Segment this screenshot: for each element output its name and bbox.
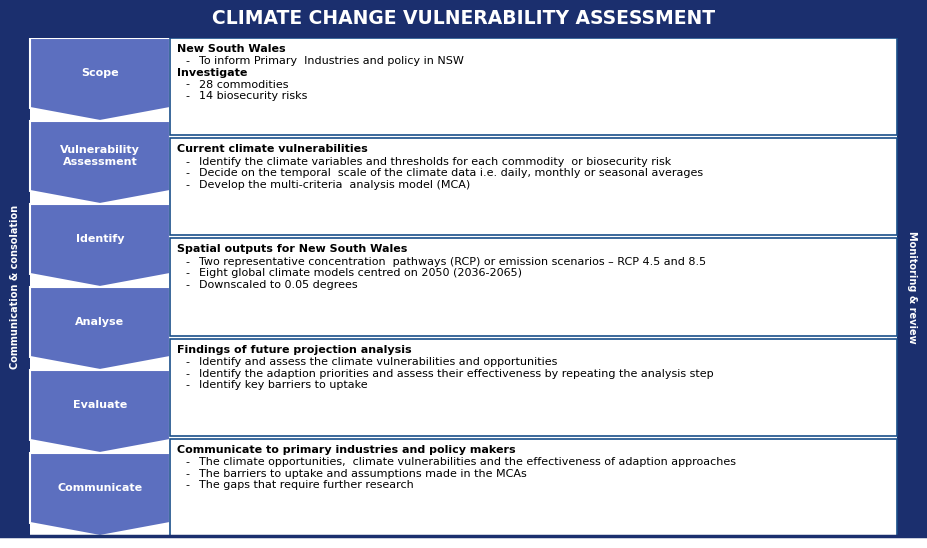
Polygon shape [30, 121, 170, 204]
Text: New South Wales: New South Wales [177, 44, 286, 54]
Text: 14 biosecurity risks: 14 biosecurity risks [199, 91, 308, 101]
Text: Monitoring & review: Monitoring & review [907, 231, 917, 343]
Text: -: - [185, 280, 189, 290]
Text: The climate opportunities,  climate vulnerabilities and the effectiveness of ada: The climate opportunities, climate vulne… [199, 457, 736, 467]
Text: -: - [185, 357, 189, 367]
Text: Decide on the temporal  scale of the climate data i.e. daily, monthly or seasona: Decide on the temporal scale of the clim… [199, 168, 703, 178]
FancyBboxPatch shape [897, 38, 927, 536]
Text: 28 commodities: 28 commodities [199, 79, 288, 89]
Text: Communicate to primary industries and policy makers: Communicate to primary industries and po… [177, 445, 515, 455]
Text: Current climate vulnerabilities: Current climate vulnerabilities [177, 144, 368, 154]
Text: Eight global climate models centred on 2050 (2036-2065): Eight global climate models centred on 2… [199, 269, 522, 278]
FancyBboxPatch shape [170, 138, 897, 236]
Text: Analyse: Analyse [75, 317, 124, 327]
Text: -: - [185, 480, 189, 490]
FancyBboxPatch shape [170, 339, 897, 436]
Polygon shape [30, 287, 170, 370]
FancyBboxPatch shape [170, 439, 897, 536]
Text: Downscaled to 0.05 degrees: Downscaled to 0.05 degrees [199, 280, 358, 290]
Text: Two representative concentration  pathways (RCP) or emission scenarios – RCP 4.5: Two representative concentration pathway… [199, 257, 706, 267]
Text: Findings of future projection analysis: Findings of future projection analysis [177, 345, 412, 355]
Text: Identify and assess the climate vulnerabilities and opportunities: Identify and assess the climate vulnerab… [199, 357, 557, 367]
Text: -: - [185, 180, 189, 190]
Text: -: - [185, 469, 189, 479]
Polygon shape [30, 370, 170, 453]
Text: The barriers to uptake and assumptions made in the MCAs: The barriers to uptake and assumptions m… [199, 469, 527, 479]
Text: -: - [185, 56, 189, 66]
FancyBboxPatch shape [170, 38, 897, 135]
Text: Communication & consolation: Communication & consolation [10, 205, 20, 369]
Text: -: - [185, 157, 189, 167]
Text: CLIMATE CHANGE VULNERABILITY ASSESSMENT: CLIMATE CHANGE VULNERABILITY ASSESSMENT [212, 9, 715, 28]
Text: Identify key barriers to uptake: Identify key barriers to uptake [199, 380, 368, 390]
FancyBboxPatch shape [170, 238, 897, 335]
Text: Evaluate: Evaluate [73, 400, 127, 410]
Text: Scope: Scope [82, 68, 119, 78]
Text: -: - [185, 79, 189, 89]
Text: Develop the multi-criteria  analysis model (MCA): Develop the multi-criteria analysis mode… [199, 180, 470, 190]
Polygon shape [30, 453, 170, 536]
FancyBboxPatch shape [0, 0, 927, 38]
Text: -: - [185, 269, 189, 278]
FancyBboxPatch shape [0, 38, 30, 536]
Text: Vulnerability
Assessment: Vulnerability Assessment [60, 145, 140, 167]
Text: -: - [185, 168, 189, 178]
Text: Communicate: Communicate [57, 483, 143, 493]
Polygon shape [30, 204, 170, 287]
Text: To inform Primary  Industries and policy in NSW: To inform Primary Industries and policy … [199, 56, 464, 66]
Text: -: - [185, 380, 189, 390]
Text: -: - [185, 91, 189, 101]
Text: Identify the adaption priorities and assess their effectiveness by repeating the: Identify the adaption priorities and ass… [199, 369, 714, 379]
Text: Identify: Identify [76, 234, 124, 244]
Text: Identify the climate variables and thresholds for each commodity  or biosecurity: Identify the climate variables and thres… [199, 157, 671, 167]
Text: -: - [185, 457, 189, 467]
Text: The gaps that require further research: The gaps that require further research [199, 480, 413, 490]
Text: -: - [185, 369, 189, 379]
Text: Spatial outputs for New South Wales: Spatial outputs for New South Wales [177, 244, 407, 254]
Text: Investigate: Investigate [177, 68, 248, 78]
Polygon shape [30, 38, 170, 121]
Text: -: - [185, 257, 189, 267]
